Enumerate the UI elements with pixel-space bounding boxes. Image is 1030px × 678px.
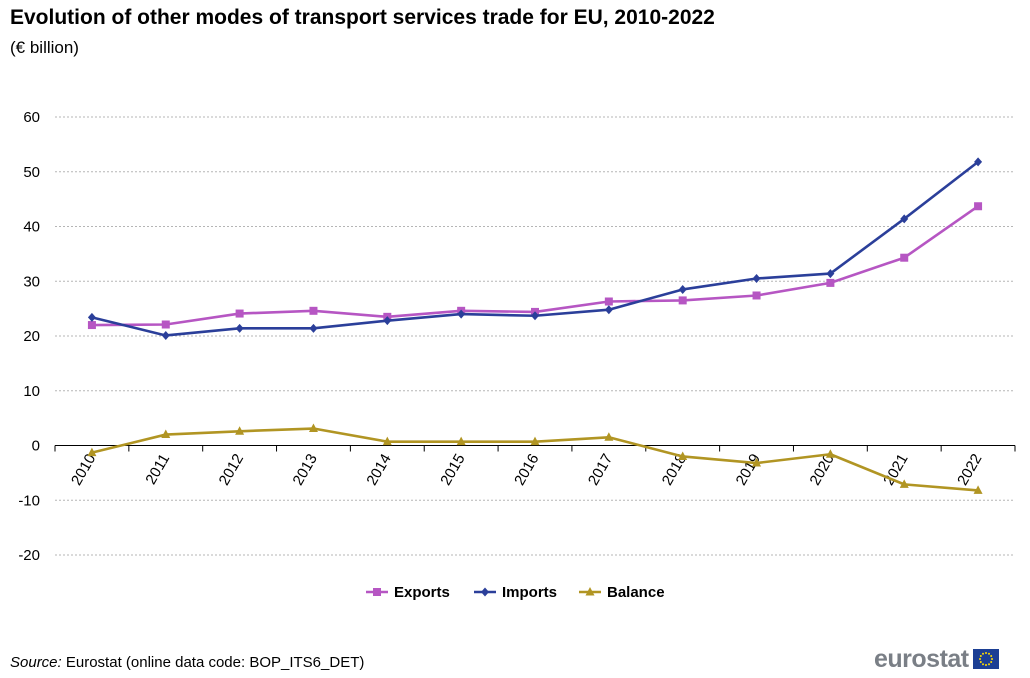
y-tick-label: 30 <box>23 273 40 290</box>
imports-point <box>87 312 96 322</box>
balance-point <box>899 479 909 488</box>
eu-flag-icon <box>972 649 999 669</box>
exports-point <box>678 296 687 305</box>
balance-point <box>752 458 762 467</box>
legend-item-balance: Balance <box>579 584 665 601</box>
legend-marker <box>481 587 489 597</box>
exports-point <box>235 309 244 318</box>
exports-point <box>826 278 835 287</box>
imports-point <box>235 323 244 333</box>
exports-point <box>309 306 318 315</box>
exports-point <box>752 291 761 300</box>
x-tick-label: 2019 <box>733 451 764 488</box>
y-tick-label: 20 <box>23 328 40 345</box>
exports-point <box>974 202 983 211</box>
x-tick-label: 2015 <box>437 451 468 488</box>
series-balance <box>87 423 983 494</box>
legend: Exports Imports Balance <box>366 584 665 601</box>
legend-label: Exports <box>394 584 450 601</box>
balance-point <box>530 436 540 446</box>
balance-point <box>973 485 983 494</box>
exports-point <box>87 321 96 330</box>
x-tick-label: 2017 <box>585 451 616 488</box>
x-tick-label: 2010 <box>68 451 99 488</box>
exports-point <box>604 297 613 306</box>
balance-point <box>604 432 614 441</box>
imports-point <box>604 305 613 315</box>
x-tick-label: 2013 <box>290 451 321 488</box>
x-tick-label: 2016 <box>511 451 542 488</box>
imports-point <box>826 269 835 279</box>
imports-point <box>900 214 909 224</box>
series-imports <box>87 157 983 340</box>
source-note: Source: Eurostat (online data code: BOP_… <box>10 654 364 671</box>
imports-point <box>974 157 983 167</box>
y-tick-label: -10 <box>18 492 40 509</box>
y-tick-label: 10 <box>23 383 40 400</box>
legend-marker <box>585 587 595 596</box>
imports-point <box>383 316 392 326</box>
chart-title: Evolution of other modes of transport se… <box>10 6 715 29</box>
balance-point <box>678 451 688 460</box>
y-tick-label: 40 <box>23 219 40 236</box>
source-label: Source: <box>10 654 62 671</box>
x-tick-label: 2022 <box>954 451 985 488</box>
balance-point <box>456 436 466 446</box>
gridlines <box>55 116 1015 556</box>
eurostat-logo: eurostat <box>874 644 999 673</box>
x-tick-label: 2021 <box>880 451 911 488</box>
imports-point <box>309 323 318 333</box>
legend-marker <box>373 588 381 596</box>
exports-line <box>91 205 979 327</box>
x-axis-ticks: 2010 2011 2012 2013 2014 2015 2016 2017 2018 2019… <box>54 445 1016 488</box>
balance-point <box>382 436 392 446</box>
imports-point <box>161 330 170 340</box>
balance-point <box>161 429 171 439</box>
series-lines <box>87 157 983 494</box>
source-text: Eurostat (online data code: BOP_ITS6_DET… <box>65 654 365 671</box>
balance-point <box>235 426 245 435</box>
y-tick-label: 60 <box>23 109 40 126</box>
exports-point <box>161 320 170 329</box>
imports-point <box>457 309 466 319</box>
legend-item-imports: Imports <box>474 584 557 601</box>
y-tick-label: -20 <box>18 547 40 564</box>
balance-point <box>825 449 835 458</box>
x-tick-label: 2014 <box>363 451 394 488</box>
legend-label: Imports <box>502 584 557 601</box>
imports-point <box>531 311 539 321</box>
balance-point <box>87 447 97 457</box>
x-tick-label: 2012 <box>216 451 247 488</box>
chart-subtitle: (€ billion) <box>10 38 79 57</box>
balance-point <box>308 423 318 433</box>
y-tick-label: 0 <box>32 438 40 455</box>
series-exports <box>87 202 983 330</box>
imports-point <box>752 274 761 284</box>
exports-point <box>900 253 909 262</box>
imports-point <box>678 284 687 294</box>
legend-item-exports: Exports <box>366 584 450 601</box>
legend-label: Balance <box>607 584 665 601</box>
logo-text: eurostat <box>874 644 969 673</box>
x-tick-label: 2011 <box>142 451 173 487</box>
y-axis-ticks: -20 -10 0 10 20 30 40 50 60 <box>18 109 40 564</box>
y-tick-label: 50 <box>23 164 40 181</box>
